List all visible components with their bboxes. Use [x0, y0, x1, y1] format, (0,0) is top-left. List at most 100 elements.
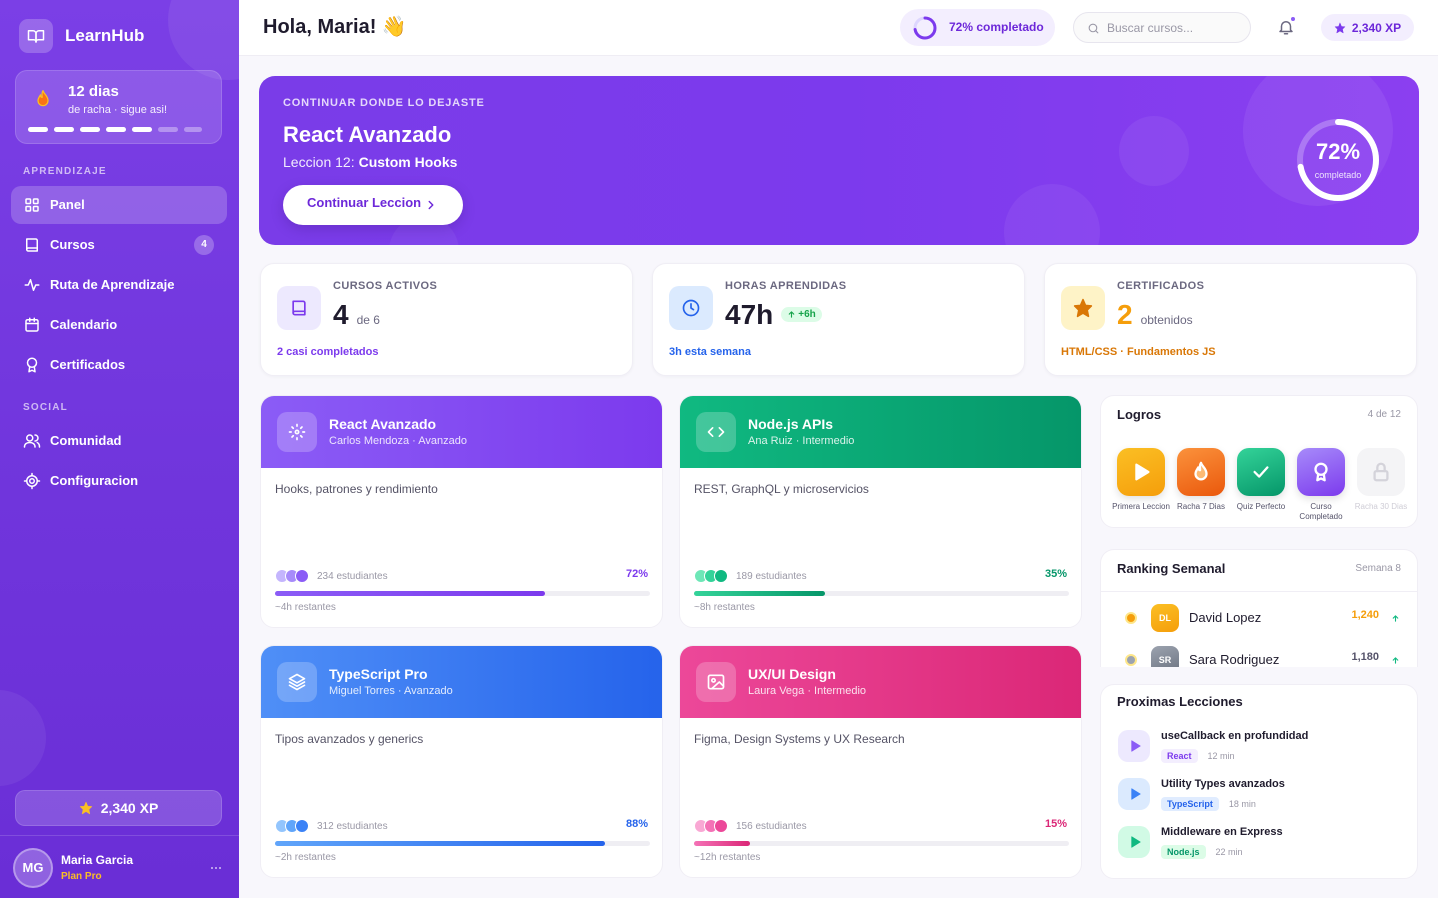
progress-fill	[694, 841, 751, 846]
nav-item[interactable]: Cursos 4	[11, 226, 227, 264]
logo-icon-part	[35, 30, 45, 43]
course-remaining: ~2h restantes	[275, 852, 336, 863]
lesson-play-icon-part	[1131, 740, 1141, 752]
nav-icon-part	[23, 472, 41, 490]
user-menu[interactable]	[208, 858, 226, 872]
nav-icon-part	[25, 198, 39, 212]
lesson-tag: Node.js	[1161, 845, 1206, 859]
nav-icon-part	[26, 434, 34, 442]
rank-avatar: SR	[1151, 646, 1179, 667]
lesson-title: useCallback en profundidad	[1161, 730, 1309, 743]
achievement-icon-part	[1194, 461, 1208, 481]
nav-icon-part	[25, 319, 39, 332]
nav-icon-part	[25, 205, 32, 212]
course-meta: Laura Vega · Intermedio	[748, 685, 867, 698]
course-header: UX/UI Design Laura Vega · Intermedio	[680, 646, 1081, 718]
stat-icon	[681, 298, 701, 318]
lesson-play-icon-part	[1131, 788, 1141, 800]
course-icon-part	[288, 423, 306, 441]
course-icon-part	[711, 681, 725, 690]
stat-badge: +6h	[781, 307, 822, 322]
lesson-duration: 12 min	[1207, 751, 1235, 761]
nav-label: Calendario	[50, 317, 118, 333]
course-icon	[287, 422, 307, 442]
user-name: Maria Garcia	[61, 852, 134, 867]
lesson-play-icon-part	[1131, 836, 1141, 848]
rank-name: David Lopez	[1189, 610, 1262, 626]
continue-label: Continuar Leccion	[307, 195, 422, 211]
rank-trend-part	[1392, 657, 1399, 664]
course-title: TypeScript Pro	[329, 665, 428, 682]
bell-icon[interactable]	[1277, 18, 1295, 36]
course-icon-part	[288, 673, 306, 684]
lesson-play-box	[1118, 730, 1150, 762]
xp-star-part	[79, 801, 92, 815]
nav-icon-part	[26, 357, 38, 373]
hero-lesson-name: Custom Hooks	[358, 154, 458, 170]
achievement-icon	[1250, 461, 1272, 483]
lesson-item[interactable]: useCallback en profundidad React 12 min	[1101, 730, 1419, 774]
continue-chevron-part	[428, 200, 434, 210]
achievement-badge	[1117, 448, 1165, 496]
nav-item[interactable]: Configuracion	[11, 462, 227, 500]
course-icon	[706, 422, 726, 442]
nav-item[interactable]: Ruta de Aprendizaje	[11, 266, 227, 304]
nav-item[interactable]: Comunidad	[11, 422, 227, 460]
xp-button[interactable]: 2,340 XP	[15, 790, 222, 826]
header-progress-label: 72% completado	[949, 20, 1044, 35]
nav-item[interactable]: Panel	[11, 186, 227, 224]
nav-icon	[23, 196, 41, 214]
streak-dot	[54, 127, 74, 132]
lesson-duration: 22 min	[1215, 847, 1243, 857]
lesson-play-box	[1118, 778, 1150, 810]
streak-dot	[158, 127, 178, 132]
logo-icon-part	[27, 30, 45, 43]
achievement-icon-part	[1373, 462, 1389, 482]
logo-icon	[27, 27, 45, 45]
continue-chevron-part	[428, 200, 434, 210]
progress-fill	[694, 591, 826, 596]
course-card[interactable]: Node.js APIs Ana Ruiz · Intermedio REST, G…	[679, 395, 1082, 628]
nav-icon	[23, 276, 41, 294]
stat-icon-part	[690, 303, 695, 311]
lesson-item[interactable]: Utility Types avanzados TypeScript 18 min	[1101, 778, 1419, 822]
stat-card: CERTIFICADOS 2 obtenidos HTML/CSS · Fundame…	[1044, 263, 1417, 376]
course-header: TypeScript Pro Miguel Torres · Avanzado	[261, 646, 662, 718]
ranking-title: Ranking Semanal	[1117, 561, 1226, 577]
nav-item[interactable]: Calendario	[11, 306, 227, 344]
streak-title: 12 dias	[68, 83, 119, 100]
xp-pill-label: 2,340 XP	[1351, 20, 1402, 35]
decor-circle	[168, 0, 239, 80]
progress-pill: 72% completado	[900, 9, 1055, 46]
search-box[interactable]: Buscar cursos...	[1073, 12, 1251, 43]
nav-item[interactable]: Certificados	[11, 346, 227, 384]
achievement-badge	[1357, 448, 1405, 496]
brand: LearnHub	[65, 25, 145, 45]
search-placeholder: Buscar cursos...	[1107, 20, 1194, 35]
streak-dot	[28, 127, 48, 132]
course-card[interactable]: UX/UI Design Laura Vega · Intermedio Figma…	[679, 645, 1082, 878]
course-header: Node.js APIs Ana Ruiz · Intermedio	[680, 396, 1081, 468]
continue-button[interactable]: Continuar Leccion	[283, 185, 463, 225]
progress-fill	[275, 591, 545, 596]
lesson-item[interactable]: Middleware en Express Node.js 22 min	[1101, 826, 1419, 870]
rank-points: 1,180	[1351, 651, 1379, 664]
sidebar: LearnHub 12 dias de racha · sigue asi! APRE…	[0, 0, 239, 898]
stat-footer: 3h esta semana	[669, 346, 751, 359]
course-icon-part	[707, 674, 725, 690]
course-card[interactable]: TypeScript Pro Miguel Torres · Avanzado Ti…	[260, 645, 663, 878]
achievement-icon-part	[1135, 463, 1150, 481]
achievement-icon-part	[1376, 462, 1386, 473]
lesson-play-icon	[1127, 834, 1143, 850]
nav-label: Ruta de Aprendizaje	[50, 277, 175, 293]
xp-pill-star	[1334, 22, 1346, 34]
course-card[interactable]: React Avanzado Carlos Mendoza · Avanzado H…	[260, 395, 663, 628]
continue-chevron	[424, 198, 438, 212]
bell-dot	[1290, 16, 1296, 22]
bell-icon-part	[1279, 21, 1293, 35]
course-progress-label: 88%	[625, 818, 648, 831]
lessons-title: Proximas Lecciones	[1117, 694, 1243, 710]
achievement-label: Racha 7 Dias	[1176, 502, 1226, 511]
